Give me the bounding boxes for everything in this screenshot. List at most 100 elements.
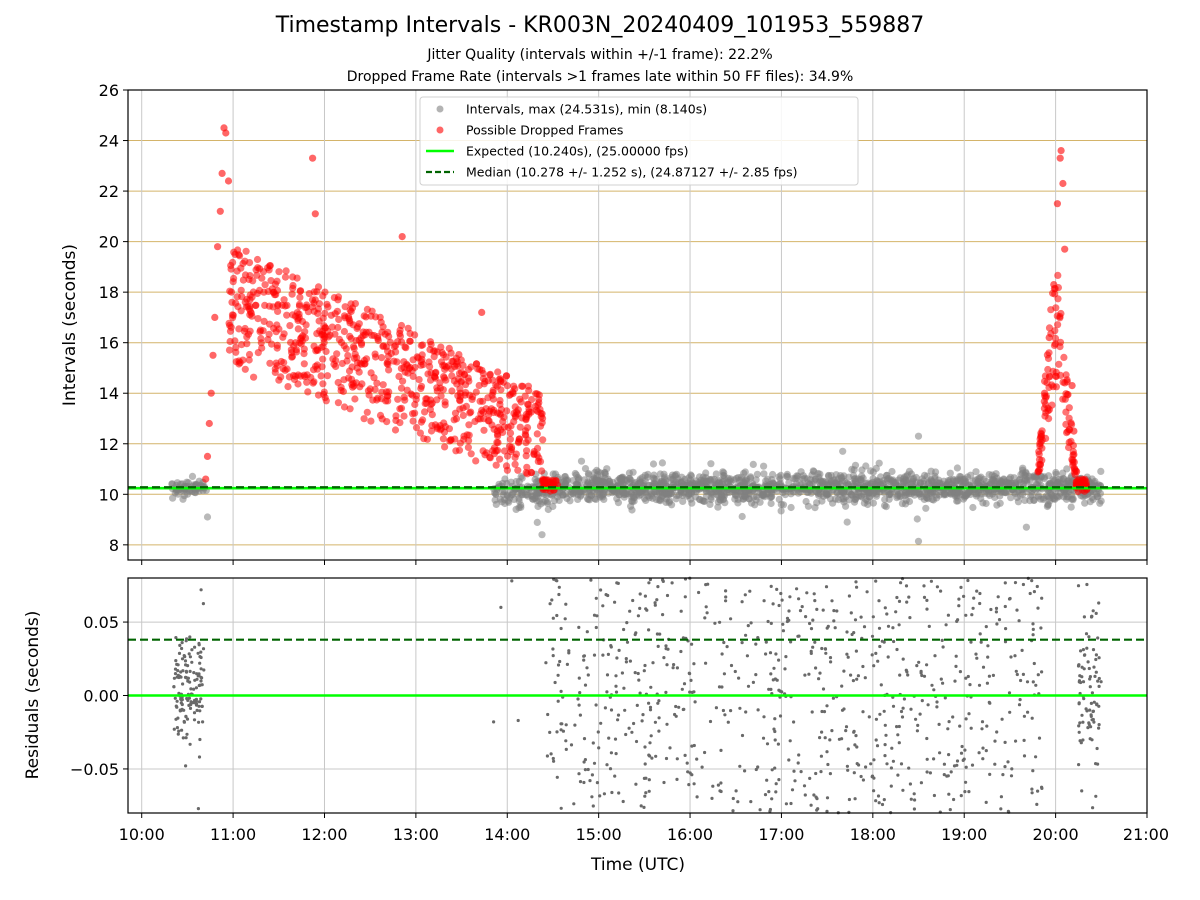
residual-point — [713, 621, 717, 625]
residual-point — [1007, 691, 1012, 695]
residual-point — [177, 651, 182, 656]
bottom-y-tick-label: 0.05 — [83, 613, 119, 632]
residual-point — [681, 707, 685, 712]
legend-label: Expected (10.240s), (25.00000 fps) — [466, 144, 688, 159]
residual-point — [174, 636, 178, 640]
residual-point — [1084, 632, 1089, 636]
interval-point — [876, 488, 884, 496]
residual-point — [773, 717, 777, 721]
residual-point — [1094, 670, 1098, 674]
residual-point — [192, 718, 197, 722]
residual-point — [949, 770, 953, 774]
dropped-frame-point — [283, 301, 291, 309]
dropped-frame-point — [319, 380, 327, 388]
dropped-frame-point — [328, 323, 336, 331]
interval-point — [724, 474, 732, 482]
x-tick-label: 16:00 — [667, 825, 713, 844]
residual-point — [1087, 721, 1091, 725]
dropped-frame-point — [479, 374, 487, 383]
dropped-frame-point — [525, 405, 533, 413]
residual-point — [733, 669, 737, 674]
residual-point — [746, 624, 750, 628]
residual-point — [599, 588, 603, 592]
residual-point — [546, 712, 550, 717]
residual-point — [789, 640, 793, 644]
residual-point — [577, 772, 581, 776]
residual-point — [986, 644, 990, 648]
residual-point — [871, 615, 875, 619]
dropped-frame-point — [409, 417, 417, 425]
residual-point — [638, 592, 642, 596]
dropped-frame-point — [445, 344, 453, 352]
dropped-frame-point — [355, 368, 363, 376]
residual-point — [559, 806, 563, 810]
dropped-frame-point — [265, 266, 273, 274]
interval-point — [492, 490, 500, 498]
residual-point — [198, 737, 202, 742]
residual-point — [643, 745, 647, 749]
residual-point — [599, 721, 603, 725]
residual-point — [548, 730, 552, 735]
dropped-frame-point — [351, 395, 359, 403]
residual-point — [595, 614, 599, 618]
interval-point — [714, 503, 722, 511]
dropped-frame-point — [409, 372, 417, 380]
residual-point — [1077, 702, 1081, 706]
residual-point — [582, 780, 586, 785]
residual-point — [647, 628, 651, 632]
residual-point — [865, 590, 869, 594]
residual-point — [876, 659, 880, 663]
interval-point — [867, 480, 875, 488]
residual-point — [199, 588, 203, 592]
dropped-frame-point — [496, 396, 504, 405]
dropped-frame-point — [1036, 461, 1044, 469]
residual-point — [1000, 717, 1004, 721]
interval-point — [501, 499, 509, 508]
interval-point — [852, 491, 860, 499]
interval-point — [760, 470, 768, 478]
residual-point — [852, 730, 856, 734]
residual-point — [874, 579, 878, 583]
dropped-frame-point — [319, 355, 327, 363]
interval-point — [649, 460, 658, 468]
residual-point — [624, 732, 628, 737]
residual-point — [908, 616, 912, 620]
residual-point — [812, 592, 816, 596]
residual-point — [582, 654, 586, 658]
residual-point — [877, 801, 881, 805]
residual-point — [1081, 720, 1085, 724]
x-tick-label: 13:00 — [393, 825, 439, 844]
residual-point — [849, 611, 853, 615]
dropped-frame-point — [245, 350, 254, 359]
residual-point — [591, 804, 595, 808]
residual-point — [657, 729, 661, 733]
dropped-frame-point — [320, 388, 328, 396]
residual-point — [685, 761, 689, 765]
interval-point — [707, 460, 715, 468]
residual-point — [176, 732, 180, 736]
residual-point — [780, 690, 784, 694]
residual-point — [772, 666, 776, 670]
interval-point — [843, 518, 851, 526]
interval-point — [538, 531, 546, 539]
interval-point — [964, 489, 973, 497]
dropped-frame-point — [1054, 321, 1062, 329]
residual-point — [812, 793, 816, 797]
residual-point — [605, 673, 610, 677]
residual-point — [994, 606, 999, 611]
dropped-frame-point — [407, 390, 415, 398]
dropped-frame-point — [460, 370, 468, 379]
residual-point — [510, 579, 514, 583]
residual-point — [723, 713, 727, 717]
residual-point — [180, 641, 184, 645]
residual-point — [637, 678, 641, 682]
residual-point — [743, 593, 747, 597]
residual-point — [1013, 581, 1018, 585]
residual-point — [1036, 789, 1040, 793]
residual-point — [613, 600, 617, 604]
residual-point — [634, 739, 639, 744]
interval-point — [976, 474, 984, 482]
dropped-frame-point — [332, 357, 340, 365]
residual-point — [697, 590, 701, 595]
residual-point — [188, 655, 192, 659]
